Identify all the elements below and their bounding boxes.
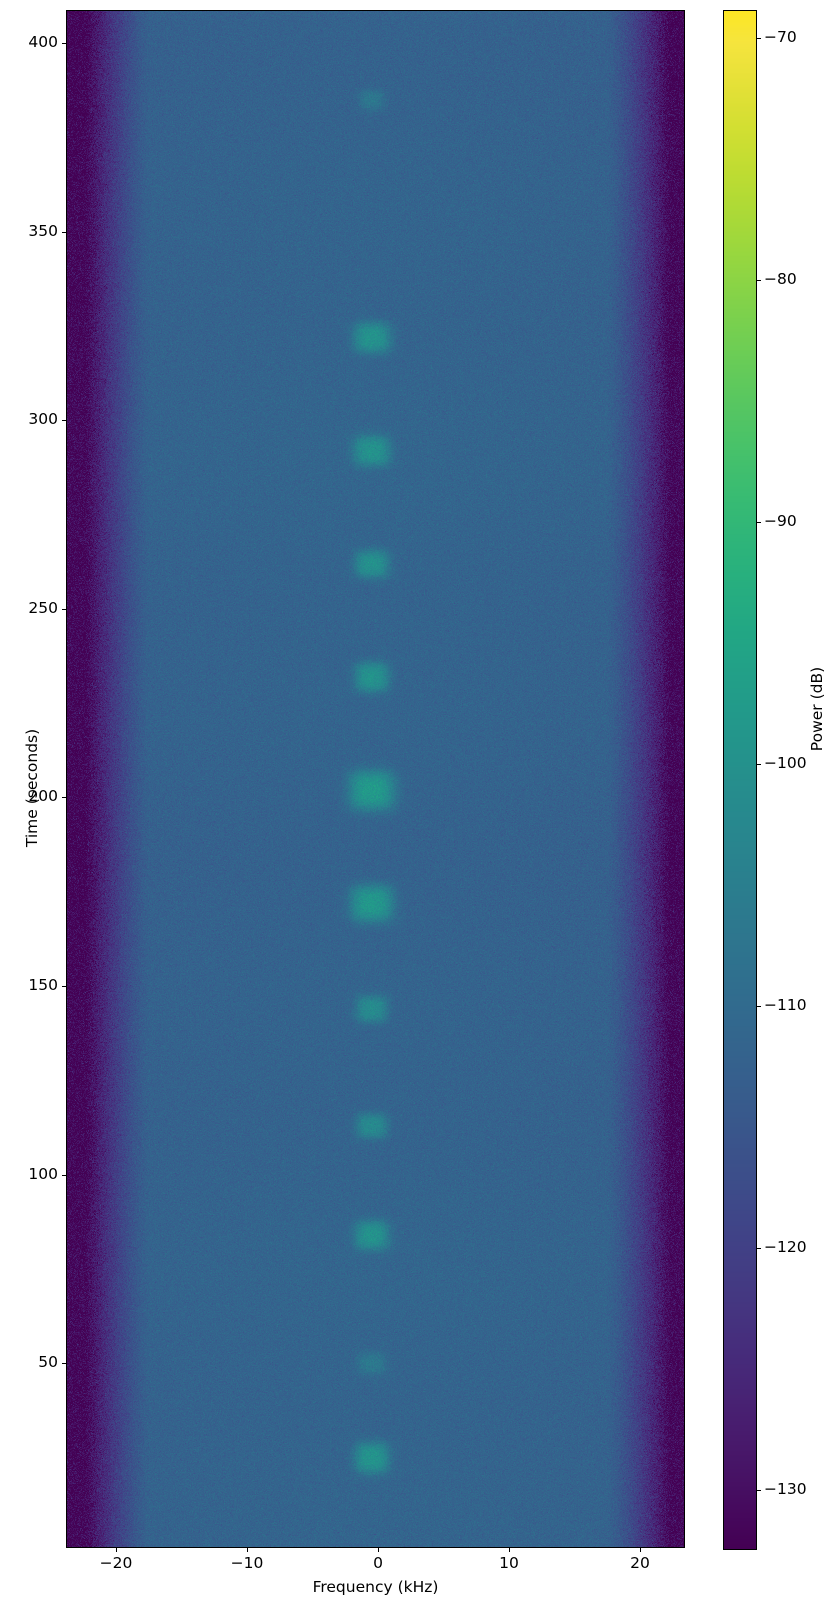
x-tick-label: −20	[99, 1554, 133, 1572]
y-tick-label: 300	[28, 410, 58, 429]
x-tick-label: −10	[230, 1554, 264, 1572]
x-tick-mark	[640, 1548, 641, 1552]
colorbar-gradient	[724, 11, 756, 1549]
y-axis-label: Time (seconds)	[23, 728, 41, 848]
x-tick-label: 0	[373, 1554, 383, 1572]
spectrogram-image	[66, 10, 685, 1548]
x-tick-mark	[378, 1548, 379, 1552]
y-tick-label: 350	[28, 221, 58, 240]
colorbar-tick-mark	[757, 280, 761, 281]
spectrogram-axes[interactable]	[66, 10, 685, 1548]
colorbar-tick-mark	[757, 764, 761, 765]
y-tick-mark	[62, 1174, 66, 1176]
colorbar-tick-mark	[757, 38, 761, 39]
colorbar-tick-label: −100	[764, 754, 807, 772]
x-tick-label: 10	[499, 1554, 519, 1572]
colorbar-tick-mark	[757, 1006, 761, 1007]
colorbar-tick-mark	[757, 522, 761, 523]
y-tick-mark	[62, 231, 66, 233]
colorbar-tick-label: −90	[764, 512, 797, 530]
x-tick-label: 20	[630, 1554, 650, 1572]
colorbar-tick-mark	[757, 1490, 761, 1491]
colorbar-tick-label: −110	[764, 996, 807, 1014]
y-tick-label: 400	[28, 33, 58, 51]
y-tick-mark	[62, 986, 66, 987]
x-tick-mark	[247, 1548, 248, 1552]
y-tick-label: 100	[28, 1164, 58, 1183]
colorbar-tick-mark	[757, 1248, 761, 1249]
x-axis-label: Frequency (kHz)	[312, 1578, 439, 1596]
y-tick-label: 150	[28, 976, 58, 994]
y-tick-mark	[62, 43, 66, 44]
y-tick-mark	[62, 797, 66, 799]
y-tick-mark	[62, 1363, 66, 1365]
colorbar-label: Power (dB)	[808, 666, 826, 752]
colorbar-tick-label: −80	[764, 270, 797, 288]
y-tick-label: 50	[38, 1353, 58, 1372]
x-tick-mark	[509, 1548, 510, 1552]
colorbar-tick-label: −120	[764, 1238, 807, 1256]
y-tick-label: 200	[28, 787, 58, 806]
y-tick-mark	[62, 608, 66, 610]
y-tick-label: 250	[28, 598, 58, 617]
x-tick-mark	[116, 1548, 117, 1552]
colorbar-tick-label: −130	[764, 1480, 807, 1498]
colorbar-tick-label: −70	[764, 28, 797, 46]
colorbar[interactable]	[723, 10, 757, 1550]
y-tick-mark	[62, 420, 66, 422]
